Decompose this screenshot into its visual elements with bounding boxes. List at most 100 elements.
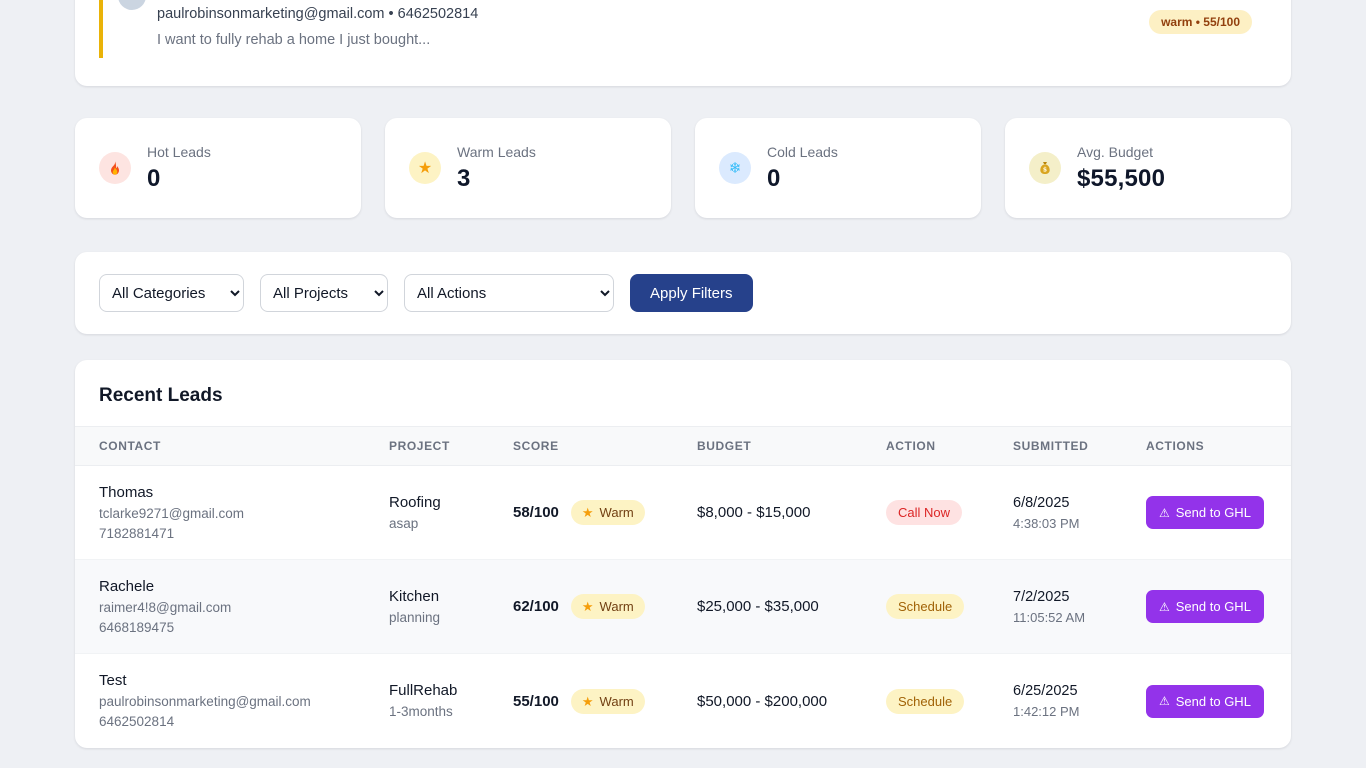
submitted-cell: 7/2/2025 11:05:52 AM xyxy=(989,587,1122,627)
lead-phone: 6468189475 xyxy=(99,619,175,635)
column-header-submitted: SUBMITTED xyxy=(1013,439,1089,453)
stat-label: Cold Leads xyxy=(767,143,838,160)
ghl-button-label: Send to GHL xyxy=(1175,505,1251,520)
lead-email: raimer4!8@gmail.com xyxy=(99,599,232,615)
contact-cell: Thomas tclarke9271@gmail.com 7182881471 xyxy=(75,482,365,544)
score-cell: 58/100 ★ Warm xyxy=(489,500,673,525)
submitted-cell: 6/25/2025 1:42:12 PM xyxy=(989,681,1122,721)
stat-text: Hot Leads 0 xyxy=(147,144,211,193)
score-value: 58/100 xyxy=(513,504,559,521)
stat-label: Warm Leads xyxy=(457,143,536,160)
column-header-score: SCORE xyxy=(513,439,559,453)
snowflake-icon: ❄ xyxy=(719,152,751,184)
stat-card-warm-leads: ★ Warm Leads 3 xyxy=(385,118,671,218)
project-timeline: planning xyxy=(389,609,441,625)
recent-leads-title: Recent Leads xyxy=(99,385,223,406)
project-filter-select[interactable]: All Projects xyxy=(260,274,388,312)
ghl-button-label: Send to GHL xyxy=(1175,599,1251,614)
star-icon: ★ xyxy=(581,599,594,614)
score-cell: 55/100 ★ Warm xyxy=(489,688,673,714)
score-value: 62/100 xyxy=(513,598,559,615)
send-to-ghl-button[interactable]: ⚠ Send to GHL xyxy=(1146,496,1264,529)
stat-card-hot-leads: Hot Leads 0 xyxy=(75,118,361,218)
warm-pill: ★ Warm xyxy=(570,688,645,714)
warm-pill: ★ Warm xyxy=(570,500,645,525)
project-timeline: asap xyxy=(389,515,419,531)
table-row[interactable]: Thomas tclarke9271@gmail.com 7182881471 … xyxy=(75,466,1291,560)
warning-icon: ⚠ xyxy=(1159,599,1170,614)
stat-value: 0 xyxy=(147,164,161,192)
table-row[interactable]: Rachele raimer4!8@gmail.com 6468189475 K… xyxy=(75,560,1291,654)
action-cell: Call Now xyxy=(862,500,989,525)
project-cell: Roofing asap xyxy=(365,492,489,534)
lead-email: tclarke9271@gmail.com xyxy=(99,505,245,521)
stat-value: 0 xyxy=(767,164,781,192)
stat-text: Cold Leads 0 xyxy=(767,144,838,193)
recent-leads-card: Recent Leads CONTACT PROJECT SCORE BUDGE… xyxy=(75,360,1291,748)
column-header-project: PROJECT xyxy=(389,439,450,453)
lead-contact-line: paulrobinsonmarketing@gmail.com • 646250… xyxy=(157,6,479,22)
stat-label: Avg. Budget xyxy=(1077,143,1154,160)
action-cell: Schedule xyxy=(862,594,989,619)
project-name: FullRehab xyxy=(389,682,458,699)
lead-name: Test xyxy=(99,672,127,689)
leads-dashboard: paulrobinsonmarketing@gmail.com • 646250… xyxy=(75,0,1291,748)
star-icon: ★ xyxy=(409,152,441,184)
send-to-ghl-button[interactable]: ⚠ Send to GHL xyxy=(1146,590,1264,623)
lead-phone: 7182881471 xyxy=(99,525,175,541)
stat-card-avg-budget: $ Avg. Budget $55,500 xyxy=(1005,118,1291,218)
lead-preview-card: paulrobinsonmarketing@gmail.com • 646250… xyxy=(75,0,1291,86)
project-cell: FullRehab 1-3months xyxy=(365,680,489,722)
project-cell: Kitchen planning xyxy=(365,586,489,628)
action-badge: Call Now xyxy=(886,500,963,525)
table-row[interactable]: Test paulrobinsonmarketing@gmail.com 646… xyxy=(75,654,1291,748)
contact-cell: Test paulrobinsonmarketing@gmail.com 646… xyxy=(75,670,365,732)
action-badge: Schedule xyxy=(886,594,965,619)
actions-cell: ⚠ Send to GHL xyxy=(1122,684,1291,718)
warm-pill: ★ Warm xyxy=(570,594,645,619)
stat-label: Hot Leads xyxy=(147,143,211,160)
column-header-action: ACTION xyxy=(886,439,936,453)
stat-text: Warm Leads 3 xyxy=(457,144,536,193)
budget-value: $50,000 - $200,000 xyxy=(697,692,828,710)
project-name: Kitchen xyxy=(389,587,440,605)
stat-text: Avg. Budget $55,500 xyxy=(1077,144,1165,193)
lead-preview-text: paulrobinsonmarketing@gmail.com • 646250… xyxy=(157,4,1267,50)
stats-row: Hot Leads 0 ★ Warm Leads 3 ❄ Cold Leads … xyxy=(75,118,1291,218)
actions-cell: ⚠ Send to GHL xyxy=(1122,496,1291,529)
action-badge: Schedule xyxy=(886,688,965,714)
action-cell: Schedule xyxy=(862,688,989,714)
money-bag-icon: $ xyxy=(1029,152,1061,184)
table-header: CONTACT PROJECT SCORE BUDGET ACTION SUBM… xyxy=(75,426,1291,466)
score-label: Warm xyxy=(599,505,634,520)
stat-value: 3 xyxy=(457,164,471,192)
lead-phone: 6462502814 xyxy=(99,714,175,729)
apply-filters-button[interactable]: Apply Filters xyxy=(630,274,753,312)
contact-cell: Rachele raimer4!8@gmail.com 6468189475 xyxy=(75,576,365,638)
column-header-budget: BUDGET xyxy=(697,439,752,453)
ghl-button-label: Send to GHL xyxy=(1175,693,1251,709)
send-to-ghl-button[interactable]: ⚠ Send to GHL xyxy=(1146,684,1264,718)
action-filter-select[interactable]: All Actions xyxy=(404,274,614,312)
column-header-contact: CONTACT xyxy=(99,439,161,453)
category-filter-select[interactable]: All Categories xyxy=(99,274,244,312)
submitted-date: 6/25/2025 xyxy=(1013,683,1078,699)
submitted-cell: 6/8/2025 4:38:03 PM xyxy=(989,493,1122,533)
submitted-date: 7/2/2025 xyxy=(1013,588,1070,605)
stat-card-cold-leads: ❄ Cold Leads 0 xyxy=(695,118,981,218)
warning-icon: ⚠ xyxy=(1159,694,1170,708)
lead-name: Rachele xyxy=(99,577,155,595)
warning-icon: ⚠ xyxy=(1159,505,1170,520)
lead-preview-item[interactable]: paulrobinsonmarketing@gmail.com • 646250… xyxy=(99,0,1267,58)
score-cell: 62/100 ★ Warm xyxy=(489,594,673,619)
flame-icon xyxy=(99,152,131,184)
score-value: 55/100 xyxy=(513,692,559,710)
svg-text:$: $ xyxy=(1043,166,1047,173)
budget-value: $25,000 - $35,000 xyxy=(697,598,819,615)
actions-cell: ⚠ Send to GHL xyxy=(1122,590,1291,623)
project-name: Roofing xyxy=(389,493,441,511)
budget-value: $8,000 - $15,000 xyxy=(697,504,811,521)
submitted-time: 11:05:52 AM xyxy=(1013,609,1086,625)
submitted-time: 4:38:03 PM xyxy=(1013,515,1080,531)
stat-value: $55,500 xyxy=(1077,164,1166,192)
